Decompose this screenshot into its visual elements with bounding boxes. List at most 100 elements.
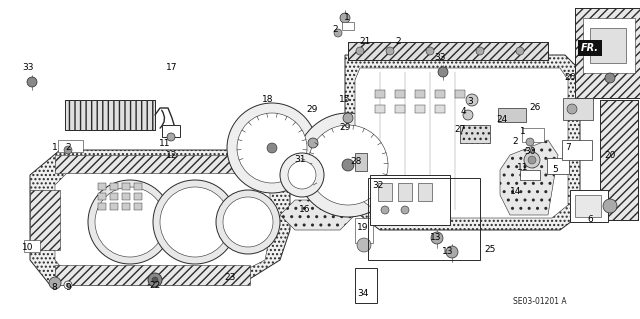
Circle shape bbox=[357, 238, 371, 252]
Circle shape bbox=[342, 159, 354, 171]
Polygon shape bbox=[30, 150, 290, 285]
Text: 29: 29 bbox=[307, 106, 317, 115]
Circle shape bbox=[308, 125, 388, 205]
Circle shape bbox=[88, 180, 172, 264]
Text: 1: 1 bbox=[52, 144, 58, 152]
Circle shape bbox=[466, 94, 478, 106]
Circle shape bbox=[401, 206, 409, 214]
Circle shape bbox=[431, 232, 443, 244]
Bar bbox=[460, 125, 490, 143]
Text: 1: 1 bbox=[344, 13, 350, 23]
Text: 13: 13 bbox=[442, 248, 454, 256]
Polygon shape bbox=[345, 55, 580, 230]
Circle shape bbox=[296, 113, 400, 217]
Text: 30: 30 bbox=[524, 147, 536, 157]
Bar bbox=[575, 195, 601, 217]
Bar bbox=[355, 153, 367, 171]
Bar bbox=[98, 203, 106, 210]
Text: 18: 18 bbox=[262, 95, 274, 105]
Text: 2: 2 bbox=[512, 137, 518, 146]
Bar bbox=[522, 128, 544, 142]
Circle shape bbox=[463, 110, 473, 120]
Bar bbox=[342, 22, 354, 30]
Circle shape bbox=[280, 153, 324, 197]
Text: 27: 27 bbox=[454, 125, 466, 135]
Bar bbox=[498, 108, 526, 122]
Text: 23: 23 bbox=[224, 273, 236, 283]
Bar bbox=[547, 158, 569, 174]
Bar bbox=[583, 18, 635, 73]
Text: 12: 12 bbox=[166, 151, 178, 160]
Circle shape bbox=[66, 283, 70, 287]
Bar bbox=[395, 105, 405, 113]
Text: 7: 7 bbox=[565, 144, 571, 152]
Text: 11: 11 bbox=[159, 138, 171, 147]
Text: 20: 20 bbox=[604, 151, 616, 160]
Circle shape bbox=[153, 180, 237, 264]
Circle shape bbox=[386, 47, 394, 55]
Circle shape bbox=[148, 273, 162, 287]
Text: 9: 9 bbox=[65, 284, 71, 293]
Bar bbox=[355, 268, 377, 303]
Text: 19: 19 bbox=[357, 224, 369, 233]
Bar bbox=[65, 100, 155, 130]
Text: 6: 6 bbox=[587, 216, 593, 225]
Bar bbox=[134, 183, 142, 190]
Circle shape bbox=[288, 161, 316, 189]
Bar bbox=[398, 183, 412, 201]
Circle shape bbox=[160, 187, 230, 257]
Bar bbox=[600, 100, 638, 220]
Circle shape bbox=[356, 47, 364, 55]
Text: 2: 2 bbox=[395, 38, 401, 47]
Circle shape bbox=[516, 47, 524, 55]
Circle shape bbox=[237, 113, 307, 183]
Circle shape bbox=[438, 67, 448, 77]
Text: 33: 33 bbox=[435, 54, 445, 63]
Bar bbox=[58, 140, 83, 152]
Bar bbox=[355, 218, 373, 243]
Bar bbox=[418, 183, 432, 201]
Text: 14: 14 bbox=[510, 188, 522, 197]
Circle shape bbox=[167, 133, 175, 141]
Bar bbox=[395, 90, 405, 98]
Bar bbox=[134, 203, 142, 210]
Bar bbox=[375, 90, 385, 98]
Circle shape bbox=[528, 156, 536, 164]
Bar bbox=[455, 90, 465, 98]
Text: 10: 10 bbox=[22, 243, 34, 253]
Bar bbox=[122, 193, 130, 200]
Text: 29: 29 bbox=[339, 123, 351, 132]
Bar bbox=[348, 42, 548, 60]
Bar bbox=[415, 90, 425, 98]
Text: 5: 5 bbox=[552, 166, 558, 174]
Circle shape bbox=[27, 77, 37, 87]
Text: 11: 11 bbox=[517, 164, 529, 173]
Circle shape bbox=[334, 29, 342, 37]
Bar bbox=[570, 190, 608, 222]
Text: 16: 16 bbox=[300, 205, 311, 214]
Bar bbox=[575, 8, 640, 98]
Text: 32: 32 bbox=[372, 181, 384, 189]
Circle shape bbox=[567, 104, 577, 114]
Text: 13: 13 bbox=[430, 233, 442, 241]
Circle shape bbox=[152, 277, 158, 283]
Bar bbox=[575, 8, 640, 98]
Bar bbox=[435, 90, 445, 98]
Text: SE03-01201 A: SE03-01201 A bbox=[513, 298, 566, 307]
Bar bbox=[563, 98, 593, 120]
Text: 15: 15 bbox=[339, 95, 351, 105]
Circle shape bbox=[308, 138, 318, 148]
Bar bbox=[55, 265, 250, 285]
Bar bbox=[110, 203, 118, 210]
Bar bbox=[122, 183, 130, 190]
Bar bbox=[368, 178, 480, 260]
Text: 2: 2 bbox=[65, 144, 71, 152]
Circle shape bbox=[524, 152, 540, 168]
Bar bbox=[110, 183, 118, 190]
Bar bbox=[55, 155, 265, 173]
Bar bbox=[600, 100, 638, 220]
Circle shape bbox=[64, 146, 72, 154]
Circle shape bbox=[426, 47, 434, 55]
Circle shape bbox=[343, 113, 353, 123]
Polygon shape bbox=[55, 165, 270, 278]
